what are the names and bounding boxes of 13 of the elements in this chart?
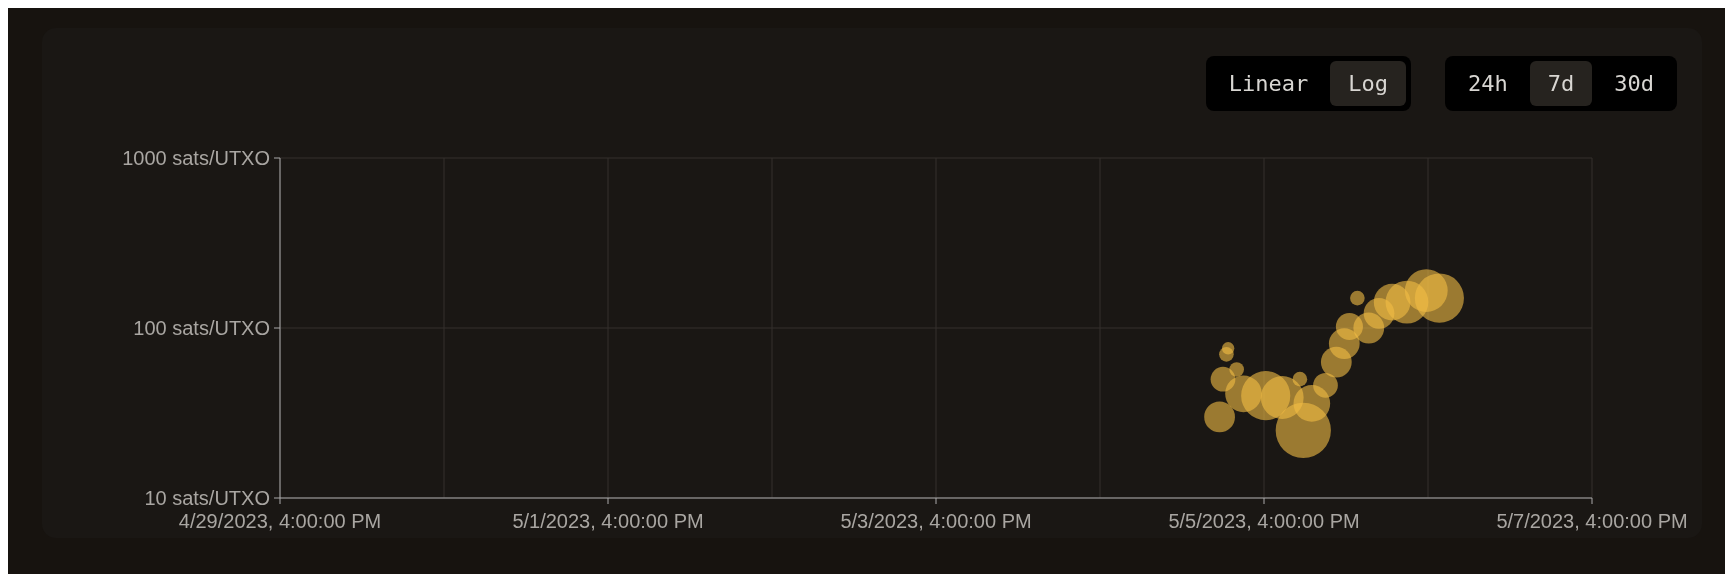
x-tick-label: 5/3/2023, 4:00:00 PM xyxy=(840,510,1032,532)
text: 24h xyxy=(1467,70,1509,98)
y-tick-label: 100 sats/UTXO xyxy=(133,317,270,339)
y-tick-label: 10 sats/UTXO xyxy=(144,487,270,509)
x-tick-label: 4/29/2023, 4:00:00 PM xyxy=(178,510,382,532)
x-tick-label: 5/7/2023, 4:00:00 PM xyxy=(1496,510,1688,532)
text: Log xyxy=(1330,61,1406,106)
text: 7d xyxy=(1529,61,1593,106)
x-tick-label: 5/1/2023, 4:00:00 PM xyxy=(512,510,704,532)
text: Linear xyxy=(1227,70,1310,98)
y-tick-label: 1000 sats/UTXO xyxy=(122,147,270,169)
text: 30d xyxy=(1613,70,1655,98)
x-tick-label: 5/5/2023, 4:00:00 PM xyxy=(1168,510,1360,532)
